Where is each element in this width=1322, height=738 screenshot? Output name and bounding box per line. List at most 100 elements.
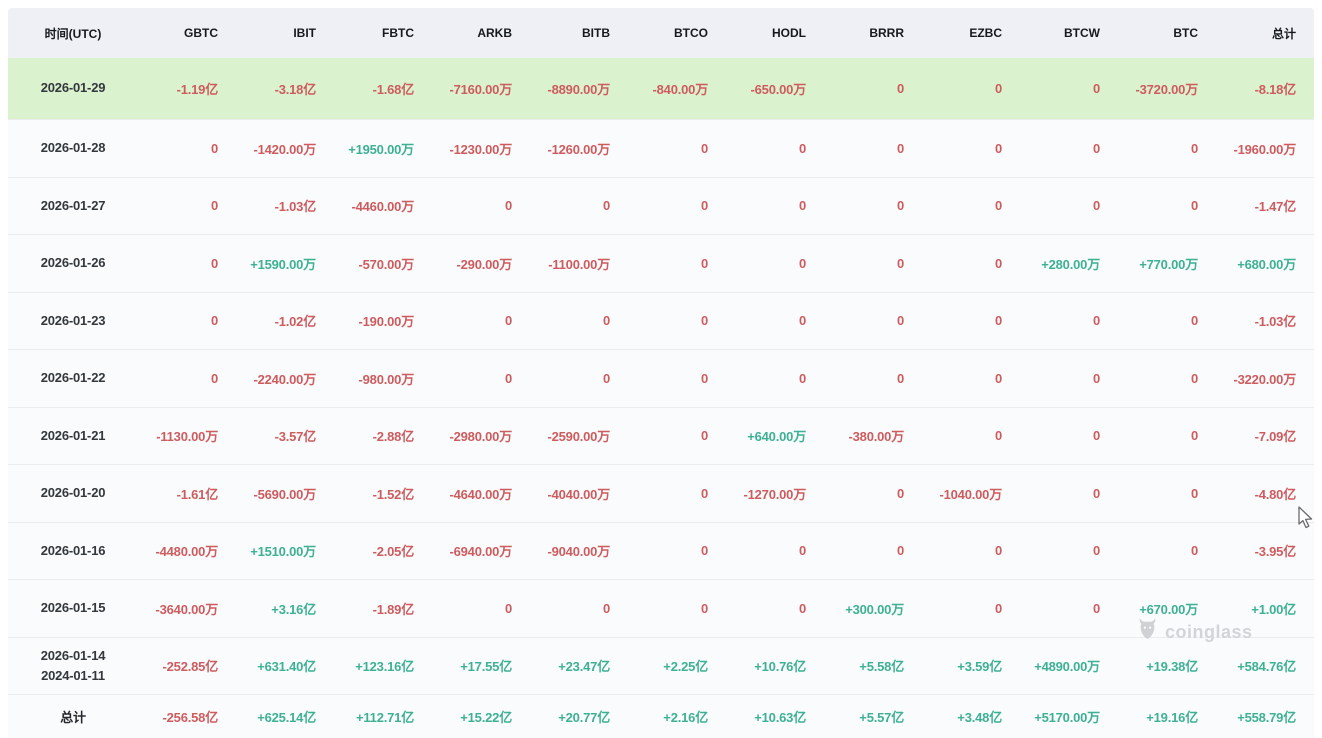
value-cell: 0 — [700, 370, 708, 386]
date-cell: 2026-01-16 — [40, 542, 106, 558]
header-cell-arkb[interactable]: ARKB — [477, 26, 512, 40]
value-cell: 0 — [994, 543, 1002, 559]
value-cell: 0 — [210, 313, 218, 329]
header-cell-ezbc[interactable]: EZBC — [969, 26, 1002, 40]
date-cell: 2026-01-20 — [40, 485, 106, 501]
table-row[interactable]: 2026-01-22 0 -2240.00万 -980.00万 0 0 0 0 0 0 0 0 -322… — [8, 350, 1314, 408]
footer-value-cell: +3.48亿 — [957, 710, 1002, 725]
value-cell: -3720.00万 — [1135, 82, 1198, 97]
value-cell: -1260.00万 — [547, 141, 610, 157]
header-cell-date[interactable]: 时间(UTC) — [44, 26, 102, 41]
table-row[interactable]: 2026-01-28 0 -1420.00万 +1950.00万 -1230.00万 -1… — [8, 120, 1314, 178]
table-row[interactable]: 2026-01-15 -3640.00万 +3.16亿 -1.89亿 0 0 0 0 +300.… — [8, 580, 1314, 638]
footer-value-cell: +2.16亿 — [663, 710, 708, 725]
value-cell: -190.00万 — [358, 314, 415, 330]
value-cell: 0 — [994, 370, 1002, 386]
value-cell: 0 — [700, 313, 708, 329]
value-cell: -1.52亿 — [372, 486, 415, 502]
value-cell: +17.55亿 — [460, 659, 512, 675]
footer-value-cell: +10.63亿 — [754, 710, 806, 725]
header-cell-btc[interactable]: BTC — [1173, 26, 1198, 40]
value-cell: 0 — [1092, 543, 1100, 559]
value-cell: 0 — [896, 485, 904, 501]
value-cell: -2240.00万 — [253, 371, 316, 387]
header-cell-gbtc[interactable]: GBTC — [184, 26, 218, 40]
value-cell: +23.47亿 — [558, 659, 610, 675]
value-cell: 0 — [1190, 543, 1198, 559]
header-cell-fbtc[interactable]: FBTC — [382, 26, 414, 40]
value-cell: 0 — [700, 140, 708, 156]
value-cell: -9040.00万 — [547, 544, 610, 560]
value-cell: 0 — [210, 198, 218, 214]
date-cell: 2026-01-15 — [40, 600, 106, 616]
value-cell: 0 — [798, 543, 806, 559]
value-cell: +10.76亿 — [754, 659, 806, 675]
table-body: 2026-01-29 -1.19亿 -3.18亿 -1.68亿 -7160.00万 -88… — [8, 58, 1314, 695]
date-cell: 2026-01-28 — [40, 140, 106, 156]
value-cell: 0 — [994, 198, 1002, 214]
table-row[interactable]: 2026-01-26 0 +1590.00万 -570.00万 -290.00万 -110… — [8, 235, 1314, 293]
header-cell-brrr[interactable]: BRRR — [869, 26, 904, 40]
value-cell: +280.00万 — [1041, 256, 1100, 272]
value-cell: 0 — [994, 313, 1002, 329]
table-row[interactable]: 2026-01-16 -4480.00万 +1510.00万 -2.05亿 -6940.… — [8, 522, 1314, 580]
header-cell-bitb[interactable]: BITB — [582, 26, 610, 40]
value-cell: 0 — [1092, 600, 1100, 616]
header-cell-btcw[interactable]: BTCW — [1064, 26, 1100, 40]
value-cell: +1510.00万 — [250, 544, 316, 560]
value-cell: 0 — [896, 313, 904, 329]
value-cell: 0 — [1190, 428, 1198, 444]
value-cell: -290.00万 — [456, 256, 513, 272]
value-cell: -980.00万 — [358, 371, 415, 387]
value-cell: 0 — [1190, 370, 1198, 386]
value-cell: +631.40亿 — [257, 659, 316, 675]
value-cell: -1420.00万 — [253, 141, 316, 157]
footer-value-cell: +20.77亿 — [558, 710, 610, 725]
table-row[interactable]: 2026-01-14 2024-01-11 -252.85亿 +631.40亿 +123… — [8, 637, 1314, 695]
value-cell: 0 — [798, 370, 806, 386]
value-cell: -252.85亿 — [162, 659, 219, 675]
table-row[interactable]: 2026-01-23 0 -1.02亿 -190.00万 0 0 0 0 0 0 0 0 -1.03亿 — [8, 292, 1314, 350]
value-cell: +2.25亿 — [663, 659, 708, 675]
value-cell: -4640.00万 — [449, 486, 512, 502]
footer-total-label: 总计 — [60, 710, 86, 725]
header-cell-btco[interactable]: BTCO — [674, 26, 708, 40]
footer-value-cell: +5170.00万 — [1034, 710, 1100, 725]
value-cell: -1270.00万 — [743, 486, 806, 502]
value-cell: +640.00万 — [747, 429, 806, 445]
header-cell-hodl[interactable]: HODL — [772, 26, 806, 40]
value-cell: +770.00万 — [1139, 256, 1198, 272]
table-row[interactable]: 2026-01-29 -1.19亿 -3.18亿 -1.68亿 -7160.00万 -88… — [8, 58, 1314, 120]
value-cell: -5690.00万 — [253, 486, 316, 502]
value-cell: +19.38亿 — [1146, 659, 1198, 675]
table-row[interactable]: 2026-01-20 -1.61亿 -5690.00万 -1.52亿 -4640.00万… — [8, 465, 1314, 523]
value-cell: -1.61亿 — [176, 486, 219, 502]
value-cell: -840.00万 — [652, 82, 709, 97]
value-cell: +300.00万 — [845, 601, 904, 617]
value-cell: +670.00万 — [1139, 601, 1198, 617]
value-cell: -7160.00万 — [449, 82, 512, 97]
value-cell: 0 — [1092, 313, 1100, 329]
value-cell: +5.58亿 — [859, 659, 904, 675]
value-cell: 0 — [798, 600, 806, 616]
value-cell: -3.18亿 — [274, 82, 317, 97]
value-cell: 0 — [1190, 313, 1198, 329]
value-cell: 0 — [896, 140, 904, 156]
value-cell: -8890.00万 — [547, 82, 610, 97]
table-row[interactable]: 2026-01-27 0 -1.03亿 -4460.00万 0 0 0 0 0 0 0 0 -1.47亿 — [8, 177, 1314, 235]
value-cell: 0 — [602, 370, 610, 386]
value-cell: +680.00万 — [1237, 256, 1296, 272]
value-cell: -3220.00万 — [1233, 371, 1296, 387]
date-cell: 2026-01-22 — [40, 370, 106, 386]
value-cell: 0 — [210, 370, 218, 386]
value-cell: -2590.00万 — [547, 429, 610, 445]
header-cell-总计[interactable]: 总计 — [1271, 26, 1296, 41]
value-cell: +584.76亿 — [1237, 659, 1296, 675]
table-row[interactable]: 2026-01-21 -1130.00万 -3.57亿 -2.88亿 -2980.00万… — [8, 407, 1314, 465]
date-cell: 2026-01-21 — [40, 427, 106, 443]
date-cell: 2026-01-29 — [40, 80, 106, 96]
value-cell: 0 — [798, 313, 806, 329]
header-cell-ibit[interactable]: IBIT — [293, 26, 316, 40]
value-cell: 0 — [602, 600, 610, 616]
value-cell: 0 — [1092, 140, 1100, 156]
